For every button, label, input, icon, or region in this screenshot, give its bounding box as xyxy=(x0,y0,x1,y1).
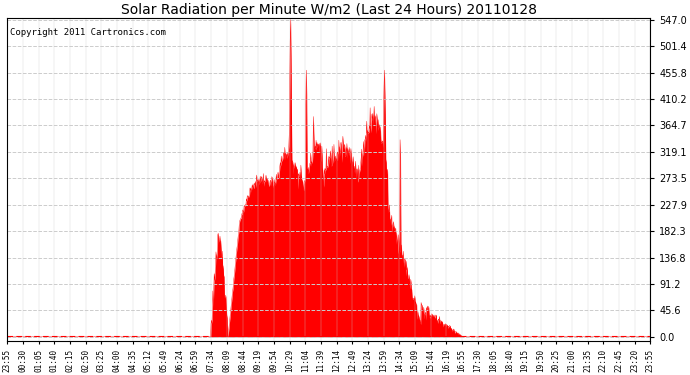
Title: Solar Radiation per Minute W/m2 (Last 24 Hours) 20110128: Solar Radiation per Minute W/m2 (Last 24… xyxy=(121,3,537,17)
Text: Copyright 2011 Cartronics.com: Copyright 2011 Cartronics.com xyxy=(10,28,166,37)
